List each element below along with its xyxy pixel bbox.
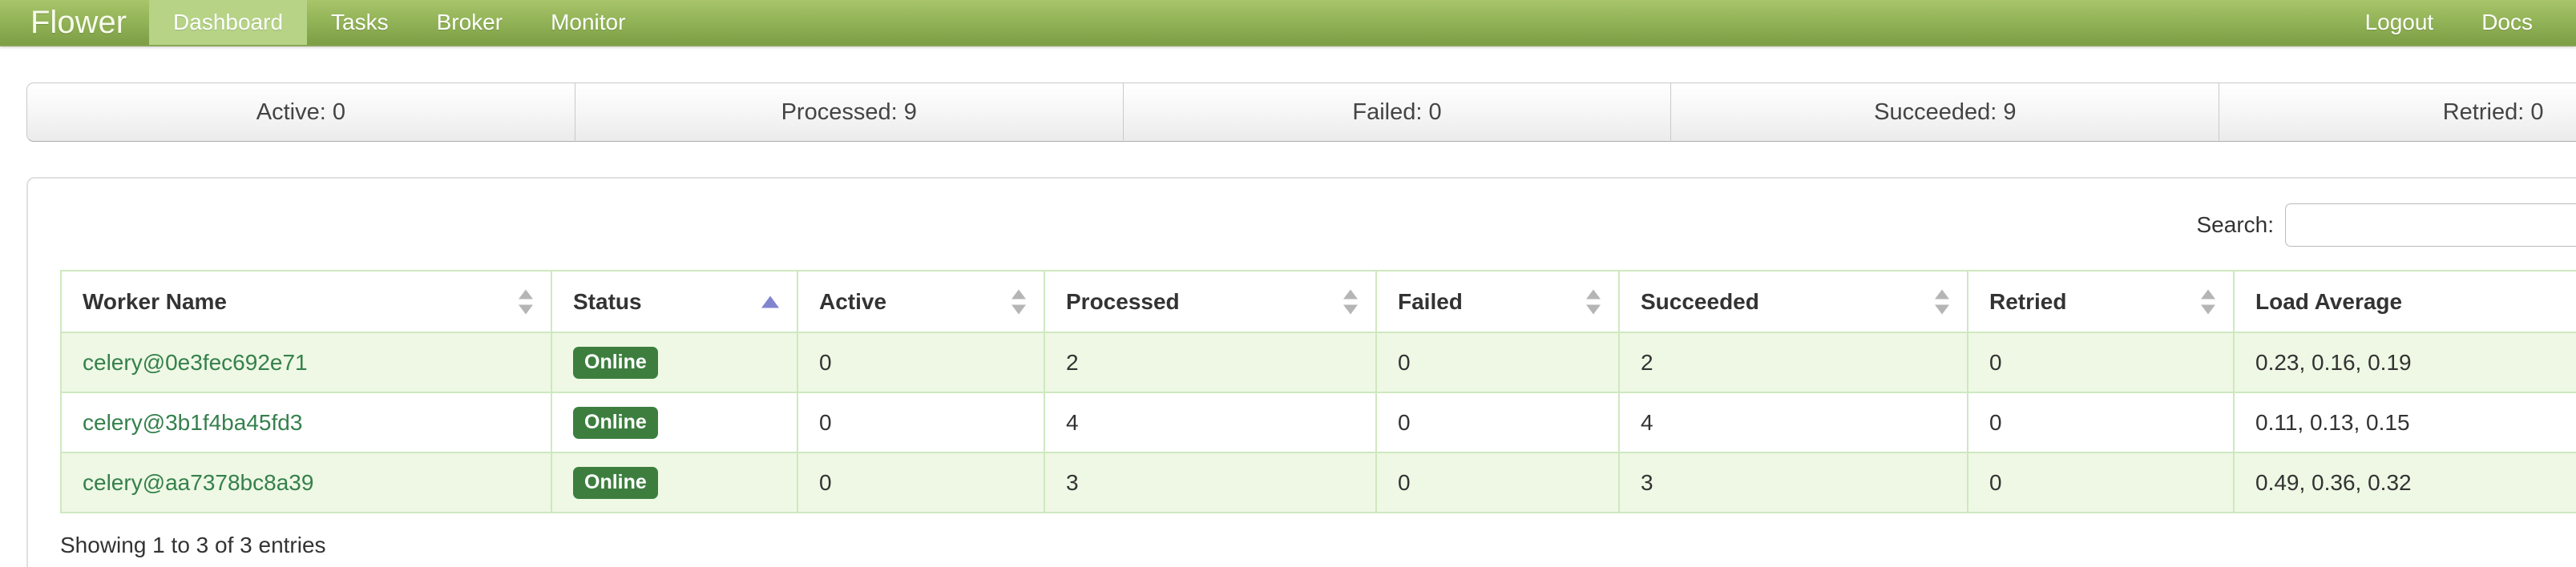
nav-item-dashboard[interactable]: Dashboard: [149, 0, 308, 45]
table-header-row: Worker Name Status Active Processed Fail…: [60, 270, 2576, 333]
cell-failed: 0: [1375, 392, 1620, 453]
cell-processed: 2: [1044, 332, 1377, 393]
cell-failed: 0: [1375, 452, 1620, 513]
sort-icon: [1586, 289, 1601, 314]
column-header-status[interactable]: Status: [551, 270, 798, 333]
nav-item-broker[interactable]: Broker: [436, 10, 503, 34]
column-header-retried[interactable]: Retried: [1967, 270, 2235, 333]
search-label: Search:: [2196, 212, 2275, 237]
stat-processed[interactable]: Processed: 9: [574, 82, 1124, 142]
column-header-succeeded[interactable]: Succeeded: [1618, 270, 1968, 333]
search-row: Search:: [60, 203, 2576, 247]
column-header-worker-name[interactable]: Worker Name: [60, 270, 552, 333]
cell-failed: 0: [1375, 332, 1620, 393]
nav-item-docs[interactable]: Docs: [2481, 10, 2533, 34]
search-input[interactable]: [2285, 203, 2576, 247]
cell-retried: 0: [1967, 392, 2235, 453]
navbar-menu: Dashboard Tasks Broker Monitor: [149, 0, 649, 45]
worker-link[interactable]: celery@0e3fec692e71: [83, 349, 308, 375]
cell-succeeded: 4: [1618, 392, 1968, 453]
cell-succeeded: 2: [1618, 332, 1968, 393]
sort-icon: [2201, 289, 2215, 314]
sort-icon: [519, 289, 533, 314]
status-badge: Online: [573, 406, 658, 439]
table-row: celery@3b1f4ba45fd3 Online 0 4 0 4 0 0.1…: [60, 392, 2576, 453]
cell-load-average: 0.23, 0.16, 0.19: [2233, 332, 2576, 393]
nav-item-monitor[interactable]: Monitor: [551, 10, 626, 34]
cell-active: 0: [797, 332, 1045, 393]
cell-load-average: 0.11, 0.13, 0.15: [2233, 392, 2576, 453]
cell-retried: 0: [1967, 452, 2235, 513]
nav-item-logout[interactable]: Logout: [2364, 10, 2434, 34]
sort-icon: [1011, 289, 1026, 314]
workers-panel: Search: Worker Name Status Active: [26, 177, 2576, 567]
column-header-failed[interactable]: Failed: [1375, 270, 1620, 333]
cell-active: 0: [797, 392, 1045, 453]
table-row: celery@0e3fec692e71 Online 0 2 0 2 0 0.2…: [60, 332, 2576, 393]
cell-processed: 3: [1044, 452, 1377, 513]
cell-retried: 0: [1967, 332, 2235, 393]
status-badge: Online: [573, 466, 658, 499]
stat-succeeded[interactable]: Succeeded: 9: [1670, 82, 2220, 142]
sort-icon: [1343, 289, 1358, 314]
cell-processed: 4: [1044, 392, 1377, 453]
nav-item-tasks[interactable]: Tasks: [331, 10, 389, 34]
column-header-processed[interactable]: Processed: [1044, 270, 1377, 333]
table-entries-info: Showing 1 to 3 of 3 entries: [60, 533, 326, 557]
stat-failed[interactable]: Failed: 0: [1122, 82, 1672, 142]
cell-load-average: 0.49, 0.36, 0.32: [2233, 452, 2576, 513]
brand-flower[interactable]: Flower: [30, 5, 127, 40]
navbar: Flower Dashboard Tasks Broker Monitor Lo…: [0, 0, 2576, 46]
cell-active: 0: [797, 452, 1045, 513]
worker-link[interactable]: celery@aa7378bc8a39: [83, 469, 314, 495]
stat-active[interactable]: Active: 0: [26, 82, 575, 142]
column-header-active[interactable]: Active: [797, 270, 1045, 333]
sort-icon: [1935, 289, 1949, 314]
column-header-load-average: Load Average: [2233, 270, 2576, 333]
stat-retried[interactable]: Retried: 0: [2219, 82, 2576, 142]
workers-table: Worker Name Status Active Processed Fail…: [60, 270, 2576, 513]
status-badge: Online: [573, 346, 658, 379]
cell-succeeded: 3: [1618, 452, 1968, 513]
stats-row: Active: 0 Processed: 9 Failed: 0 Succeed…: [26, 82, 2576, 142]
table-row: celery@aa7378bc8a39 Online 0 3 0 3 0 0.4…: [60, 452, 2576, 513]
navbar-right: Logout Docs: [2341, 0, 2576, 45]
worker-link[interactable]: celery@3b1f4ba45fd3: [83, 409, 303, 435]
sort-asc-icon: [761, 296, 779, 308]
